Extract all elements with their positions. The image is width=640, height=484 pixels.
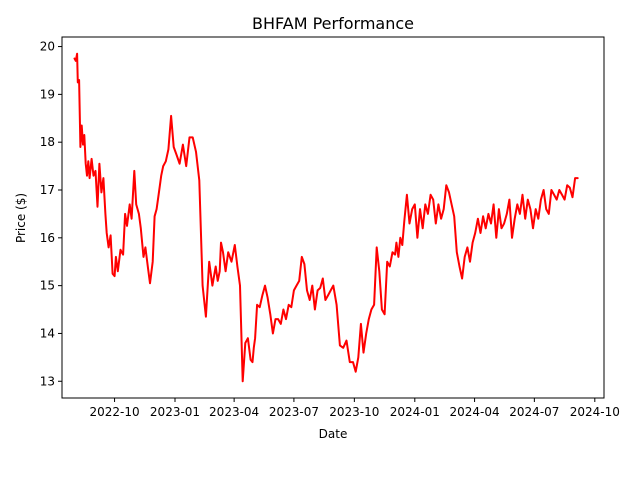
axes: 2022-10 2023-01 2023-04 2023-07 2023-10 2024-… <box>40 40 620 419</box>
x-tick-label: 2023-10 <box>329 405 379 419</box>
x-tick-label: 2024-04 <box>450 405 500 419</box>
y-tick-label: 17 <box>40 183 55 197</box>
y-tick-label: 20 <box>40 40 55 54</box>
x-tick-label: 2024-10 <box>570 405 620 419</box>
series-line <box>73 52 579 383</box>
y-tick-label: 16 <box>40 231 55 245</box>
x-tick-label: 2023-04 <box>209 405 259 419</box>
x-tick-label: 2023-07 <box>269 405 319 419</box>
plot-frame <box>61 36 605 399</box>
x-tick-label: 2023-01 <box>150 405 200 419</box>
y-tick-label: 13 <box>40 374 55 388</box>
x-tick-label: 2024-07 <box>509 405 559 419</box>
y-axis-label: Price ($) <box>14 193 28 243</box>
x-tick-label: 2024-01 <box>390 405 440 419</box>
y-tick-label: 14 <box>40 326 55 340</box>
x-tick-label: 2022-10 <box>89 405 139 419</box>
x-axis-label: Date <box>319 427 348 441</box>
y-tick-label: 15 <box>40 279 55 293</box>
y-tick-label: 19 <box>40 87 55 101</box>
chart-title: BHFAM Performance <box>252 14 414 33</box>
series-layer <box>73 52 579 383</box>
y-tick-label: 18 <box>40 135 55 149</box>
